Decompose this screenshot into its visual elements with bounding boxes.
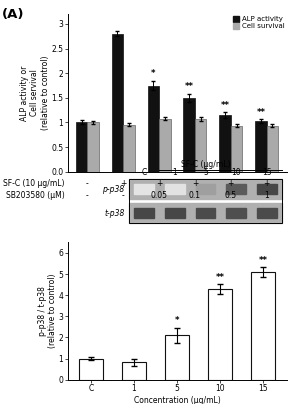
Text: **: ** [258, 256, 267, 265]
Text: 0.05: 0.05 [151, 191, 167, 200]
Text: 10: 10 [231, 168, 241, 177]
Text: SF-C (μg/mL): SF-C (μg/mL) [181, 160, 230, 169]
Bar [123, 125, 135, 172]
Bar [196, 184, 215, 194]
Text: **: ** [256, 107, 266, 116]
Bar [231, 126, 242, 172]
Text: **: ** [185, 82, 194, 91]
Text: 5: 5 [203, 168, 208, 177]
Bar [251, 272, 275, 380]
Text: +: + [120, 179, 126, 188]
X-axis label: Concentration (μg/mL): Concentration (μg/mL) [134, 396, 220, 404]
Bar [165, 208, 185, 218]
Y-axis label: ALP activity or
Cell servival
(relative to control): ALP activity or Cell servival (relative … [20, 56, 50, 130]
Bar [267, 126, 278, 172]
Bar [122, 362, 146, 380]
Text: +: + [264, 179, 270, 188]
Text: 1: 1 [264, 191, 269, 200]
Bar [255, 121, 267, 172]
Bar [257, 184, 277, 194]
Bar [195, 119, 206, 172]
Bar [165, 184, 185, 194]
Text: +: + [156, 179, 162, 188]
Text: t-p38: t-p38 [104, 208, 124, 217]
Legend: ALP activity, Cell survival: ALP activity, Cell survival [233, 16, 284, 29]
Text: 1: 1 [172, 168, 177, 177]
Text: p-p38: p-p38 [102, 185, 124, 194]
Text: +: + [228, 179, 234, 188]
Text: **: ** [215, 273, 224, 282]
Text: -: - [86, 191, 88, 200]
Bar [226, 208, 246, 218]
Text: 0.1: 0.1 [189, 191, 201, 200]
Text: C: C [142, 168, 147, 177]
Text: 15: 15 [262, 168, 272, 177]
Text: -: - [86, 179, 88, 188]
Text: 0.5: 0.5 [225, 191, 237, 200]
Bar [112, 34, 123, 172]
Bar [79, 359, 103, 380]
Text: *: * [175, 316, 179, 326]
Bar [134, 184, 154, 194]
Bar [165, 335, 189, 380]
Bar [184, 98, 195, 172]
Bar [196, 208, 215, 218]
Bar [219, 115, 231, 172]
Text: (A): (A) [2, 8, 24, 21]
Bar [87, 122, 99, 172]
Bar [148, 86, 159, 172]
Text: *: * [151, 69, 156, 78]
Text: SF-C (10 μg/mL): SF-C (10 μg/mL) [3, 179, 64, 188]
Bar [226, 184, 246, 194]
Text: +: + [192, 179, 198, 188]
Y-axis label: p-p38 / t-p38
(relative to control): p-p38 / t-p38 (relative to control) [38, 274, 57, 348]
Bar [76, 122, 87, 172]
Bar [134, 208, 154, 218]
Text: -: - [122, 191, 124, 200]
Bar [159, 118, 170, 172]
Text: SB203580 (μM): SB203580 (μM) [6, 191, 64, 200]
Text: **: ** [220, 101, 230, 109]
Bar [208, 289, 232, 380]
Bar [257, 208, 277, 218]
